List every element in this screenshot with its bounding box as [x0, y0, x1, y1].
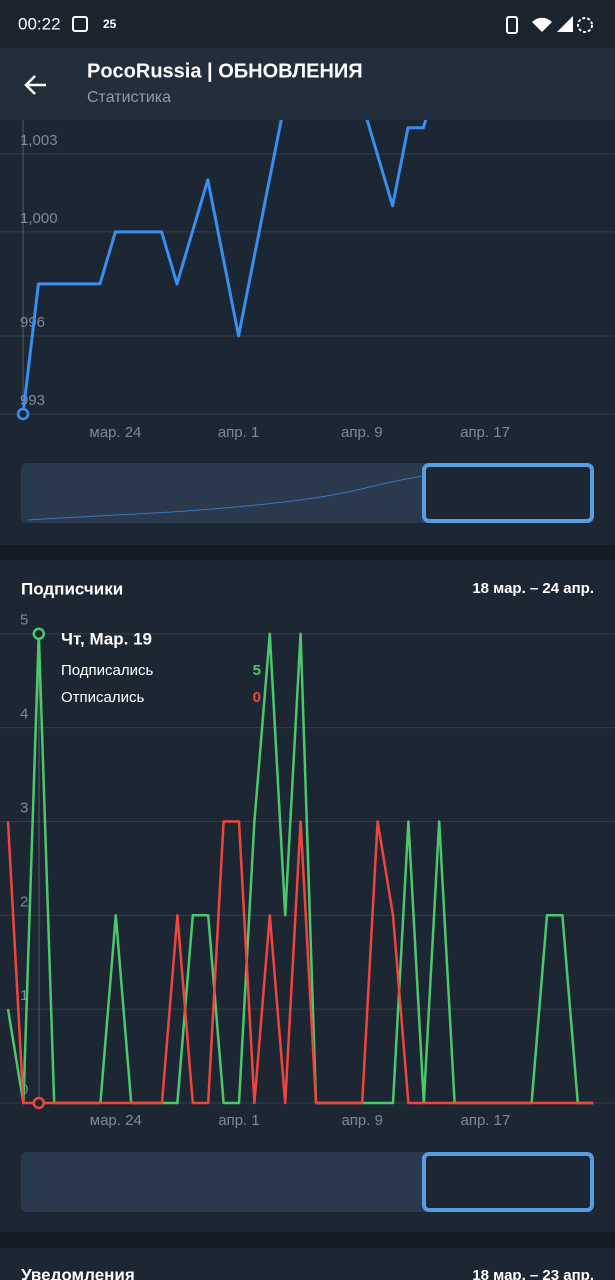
- signal-icon: [557, 16, 573, 32]
- badge: 25: [103, 17, 117, 31]
- x-tick-label: мар. 24: [90, 1112, 142, 1129]
- data-line: [6, 820, 594, 1105]
- y-tick-label: 2: [20, 893, 28, 910]
- title: PocoRussia | ОБНОВЛЕНИЯ: [87, 60, 363, 82]
- subtitle: Статистика: [87, 89, 171, 106]
- back-button[interactable]: [24, 75, 46, 95]
- status-bar: [0, 0, 615, 48]
- x-tick-label: мар. 24: [89, 424, 141, 441]
- x-tick-label: апр. 1: [218, 1112, 259, 1129]
- tooltip-title: Чт, Мар. 19: [61, 629, 152, 648]
- x-tick-label: апр. 1: [218, 424, 259, 441]
- y-tick-label: 1,003: [20, 132, 58, 149]
- icon: [72, 16, 88, 32]
- header: [0, 48, 615, 120]
- y-tick-label: 1: [20, 987, 28, 1004]
- x-tick-label: апр. 17: [460, 424, 510, 441]
- wifi-icon: [532, 17, 552, 32]
- navigator-window[interactable]: [422, 463, 594, 523]
- x-tick-label: апр. 9: [341, 1112, 382, 1129]
- point-marker: [16, 407, 30, 421]
- y-tick-label: 5: [20, 612, 28, 629]
- point-marker: [32, 1096, 46, 1110]
- tooltip-value: 0: [253, 689, 261, 706]
- tooltip-value: 5: [253, 662, 261, 679]
- tooltip-label: Подписались: [61, 662, 154, 679]
- section-title: Подписчики: [21, 579, 123, 598]
- y-tick-label: 1,000: [20, 210, 58, 227]
- y-tick-label: 4: [20, 706, 28, 723]
- navigator-window[interactable]: [422, 1152, 594, 1212]
- section: [0, 1248, 615, 1280]
- data-line: [21, 120, 428, 415]
- x-tick-label: апр. 9: [341, 424, 382, 441]
- section-title: Уведомления: [21, 1265, 135, 1280]
- vibrate-icon: [506, 16, 518, 34]
- x-tick-label: апр. 17: [460, 1112, 510, 1129]
- y-tick-label: 3: [20, 799, 28, 816]
- time: 00:22: [18, 14, 61, 33]
- date-range: 18 мар. – 23 апр.: [472, 1267, 594, 1280]
- tooltip-label: Отписались: [61, 689, 145, 706]
- chart: 0 1 2 3 4 5 мар. 24 апр. 1 апр. 9 апр. 17: [0, 612, 615, 1129]
- date-range: 18 мар. – 24 апр.: [472, 580, 594, 597]
- section: [0, 560, 615, 1232]
- point-marker: [32, 627, 46, 641]
- icon: [577, 17, 593, 33]
